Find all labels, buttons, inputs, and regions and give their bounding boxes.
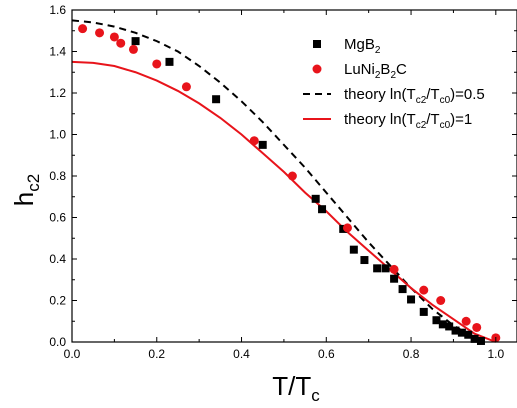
data-point-square — [349, 245, 358, 254]
data-point-circle — [128, 44, 138, 54]
series-3 — [71, 60, 497, 343]
data-point-square — [390, 274, 399, 283]
series-line — [71, 19, 484, 343]
x-tick-label: 0.2 — [148, 347, 165, 361]
y-tick-label: 0.4 — [49, 252, 66, 266]
legend-entry-0: MgB2 — [313, 36, 381, 56]
plot-content — [71, 19, 501, 345]
legend-label-part: LuNi — [344, 61, 375, 78]
x-tick-label: 0.6 — [318, 347, 335, 361]
data-point-square — [419, 307, 428, 316]
legend-label-part: B — [380, 61, 390, 78]
x-tick-label: 0.4 — [233, 347, 250, 361]
x-axis-label-base: T/T — [272, 371, 311, 401]
data-point-square — [438, 320, 447, 329]
data-point-square — [470, 334, 479, 343]
legend-label-part: )=1 — [450, 111, 472, 128]
y-axis-label-base: h — [9, 192, 39, 206]
x-tick-label: 1.0 — [487, 347, 504, 361]
data-point-square — [398, 285, 407, 294]
legend-entry-2: theory ln(Tc2/Tc0)=0.5 — [303, 86, 485, 106]
data-point-square — [165, 57, 174, 66]
x-axis-label-sub: c — [311, 386, 320, 405]
legend-label-part: theory ln(T — [344, 86, 416, 103]
y-tick-label: 1.0 — [49, 128, 66, 142]
y-tick-label: 1.2 — [49, 86, 66, 100]
legend-label-part: c0 — [440, 120, 451, 131]
data-point-square — [360, 256, 369, 265]
legend-label-part: C — [396, 61, 407, 78]
data-point-square — [381, 264, 390, 273]
legend-label-part: MgB — [344, 36, 375, 53]
data-point-square — [464, 330, 473, 339]
legend-label-part: )=0.5 — [450, 86, 485, 103]
legend-label: LuNi2B2C — [344, 61, 407, 81]
data-point-square — [432, 316, 441, 325]
data-point-square — [445, 322, 454, 331]
legend-label-part: theory ln(T — [344, 111, 416, 128]
y-tick-label: 0.6 — [49, 211, 66, 225]
data-point-circle — [152, 59, 162, 69]
series-line — [71, 60, 497, 343]
legend-label-part: /T — [426, 111, 439, 128]
x-axis-label: T/Tc — [272, 371, 320, 405]
y-axis-label-sub: c2 — [24, 174, 43, 192]
legend-label-part: c2 — [416, 95, 427, 106]
data-point-circle — [181, 82, 191, 92]
data-point-circle — [109, 32, 119, 42]
data-point-circle — [116, 38, 126, 48]
data-point-circle — [436, 296, 446, 305]
data-point-circle — [472, 322, 482, 332]
legend-label: theory ln(Tc2/Tc0)=1 — [344, 111, 472, 131]
data-point-circle — [78, 24, 88, 34]
data-point-circle — [287, 171, 297, 181]
data-point-square — [451, 326, 460, 335]
data-point-square — [373, 264, 382, 273]
y-tick-label: 1.6 — [49, 3, 66, 17]
data-point-square — [476, 336, 485, 345]
legend-label-part: 2 — [375, 70, 381, 81]
y-tick-label: 0.0 — [49, 335, 66, 349]
legend-label-part: c0 — [440, 95, 451, 106]
legend-label-part: /T — [426, 86, 439, 103]
series-1 — [78, 24, 501, 343]
y-tick-label: 0.2 — [49, 294, 66, 308]
x-tick-label: 0.0 — [64, 347, 81, 361]
data-point-circle — [419, 285, 429, 295]
legend-entry-1: LuNi2B2C — [312, 61, 407, 81]
legend-entry-3: theory ln(Tc2/Tc0)=1 — [303, 111, 472, 131]
data-point-square — [131, 37, 140, 46]
data-point-square — [311, 194, 320, 203]
data-point-circle — [249, 136, 259, 146]
series-0 — [131, 37, 485, 345]
y-tick-label: 0.8 — [49, 169, 66, 183]
legend-label-part: 2 — [375, 45, 381, 56]
y-axis-label: hc2 — [9, 174, 43, 206]
data-point-circle — [342, 223, 352, 233]
data-point-square — [407, 295, 416, 304]
legend-label-part: c2 — [416, 120, 427, 131]
legend-circle-swatch — [312, 64, 322, 74]
data-point-circle — [95, 28, 105, 38]
data-point-square — [212, 95, 221, 104]
y-tick-label: 1.4 — [49, 45, 66, 59]
axes: 0.0 0.2 0.4 0.6 0.8 1.0 0.0 0.2 0.4 0.6 0.8 1.0 1.2 1… — [49, 3, 517, 361]
data-point-square — [457, 328, 466, 337]
legend-square-swatch — [313, 40, 321, 48]
data-point-circle — [389, 264, 399, 274]
data-point-circle — [461, 316, 471, 326]
legend-label-part: 2 — [390, 70, 396, 81]
series-2 — [71, 19, 484, 343]
data-point-square — [318, 205, 327, 214]
legend-label: MgB2 — [344, 36, 381, 56]
data-point-square — [258, 140, 267, 149]
x-tick-label: 0.8 — [403, 347, 420, 361]
legend-label: theory ln(Tc2/Tc0)=0.5 — [344, 86, 485, 106]
